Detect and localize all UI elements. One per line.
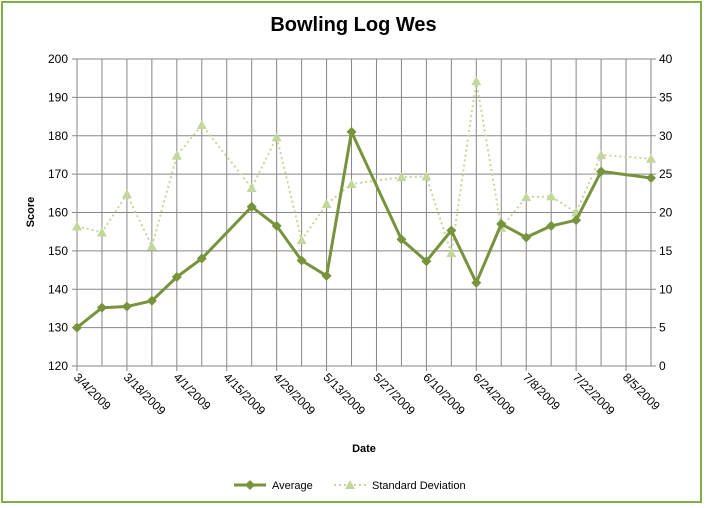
stddev-point	[446, 248, 457, 258]
x-tick-label: 6/24/2009	[470, 370, 518, 418]
stddev-point	[121, 189, 132, 199]
y-tick-label: 130	[48, 321, 68, 335]
stddev-point	[346, 179, 357, 189]
gridlines	[76, 58, 652, 367]
average-point	[596, 166, 607, 177]
series-group	[72, 76, 656, 333]
average-point	[146, 295, 157, 306]
y2-tick-label: 5	[659, 321, 666, 335]
stddev-point	[271, 132, 282, 142]
average-point	[246, 201, 257, 212]
stddev-point	[296, 235, 307, 245]
stddev-point	[246, 182, 257, 192]
x-axis-ticks: 3/4/2009 3/18/2009 4/1/2009 4/15/2009 4/29/2…	[71, 366, 663, 418]
chart-title: Bowling Log Wes	[270, 14, 437, 36]
stddev-point	[72, 221, 82, 231]
x-tick-label: 6/10/2009	[420, 370, 468, 418]
y-tick-label: 160	[48, 206, 68, 220]
x-tick-label: 4/1/2009	[171, 370, 214, 413]
stddev-point	[596, 149, 607, 159]
y-axis-ticks: 120 130 140 150 160 170 180 190 200	[48, 52, 77, 373]
x-axis-title: Date	[352, 443, 376, 455]
average-point	[196, 253, 207, 264]
average-point	[271, 220, 282, 231]
x-tick-label: 3/18/2009	[121, 370, 169, 418]
average-series	[72, 126, 656, 333]
average-point	[321, 270, 332, 281]
average-point	[296, 255, 307, 266]
average-line	[76, 130, 652, 329]
average-point	[171, 271, 182, 282]
average-point	[521, 232, 532, 243]
y-axis-title: Score	[25, 197, 37, 228]
average-point	[546, 220, 557, 231]
x-tick-label: 7/8/2009	[520, 370, 563, 413]
stddev-point	[396, 172, 407, 182]
stddev-line	[76, 80, 652, 255]
y2-tick-label: 40	[659, 52, 673, 66]
y-tick-label: 180	[48, 129, 68, 143]
legend-label-stddev: Standard Deviation	[372, 480, 466, 492]
average-point	[396, 234, 407, 245]
stddev-point	[146, 241, 157, 251]
stddev-series	[72, 76, 656, 258]
stddev-point	[646, 153, 656, 163]
stddev-point	[196, 120, 207, 130]
stddev-point	[471, 76, 482, 86]
y2-tick-label: 25	[659, 167, 673, 181]
x-tick-label: 5/13/2009	[320, 370, 368, 418]
y2-tick-label: 30	[659, 129, 673, 143]
y2-tick-label: 20	[659, 206, 673, 220]
average-point	[646, 172, 656, 183]
y-tick-label: 150	[48, 244, 68, 258]
x-tick-label: 3/4/2009	[71, 370, 114, 413]
y2-axis-ticks: 0 5 10 15 20 25 30 35 40	[651, 52, 673, 373]
stddev-point	[96, 227, 107, 237]
x-tick-label: 8/5/2009	[620, 370, 663, 413]
y-tick-label: 140	[48, 282, 68, 296]
legend-item-average: Average	[234, 480, 313, 492]
x-tick-label: 7/22/2009	[570, 370, 618, 418]
stddev-point	[546, 191, 557, 201]
average-point	[571, 215, 582, 226]
average-point	[496, 219, 507, 230]
legend-swatch-marker	[245, 480, 255, 490]
y2-tick-label: 35	[659, 90, 673, 104]
stddev-point	[321, 199, 332, 209]
average-point	[121, 301, 132, 312]
x-tick-label: 4/15/2009	[221, 370, 269, 418]
average-point	[446, 225, 457, 236]
average-point	[72, 322, 82, 333]
y-tick-label: 170	[48, 167, 68, 181]
legend-item-stddev: Standard Deviation	[334, 480, 466, 492]
y-tick-label: 200	[48, 52, 68, 66]
x-tick-label: 4/29/2009	[271, 370, 319, 418]
average-point	[421, 256, 432, 267]
legend-label-average: Average	[272, 480, 313, 492]
y2-tick-label: 0	[659, 359, 666, 373]
y2-tick-label: 10	[659, 282, 673, 296]
y-tick-label: 120	[48, 359, 68, 373]
stddev-point	[421, 171, 432, 181]
average-point	[96, 302, 107, 313]
stddev-point	[521, 192, 532, 202]
y-tick-label: 190	[48, 90, 68, 104]
legend: Average Standard Deviation	[234, 480, 466, 492]
y2-tick-label: 15	[659, 244, 673, 258]
average-point	[346, 126, 357, 137]
stddev-point	[171, 150, 182, 160]
legend-swatch-marker	[345, 480, 355, 489]
x-tick-label: 5/27/2009	[370, 370, 418, 418]
average-point	[471, 277, 482, 288]
